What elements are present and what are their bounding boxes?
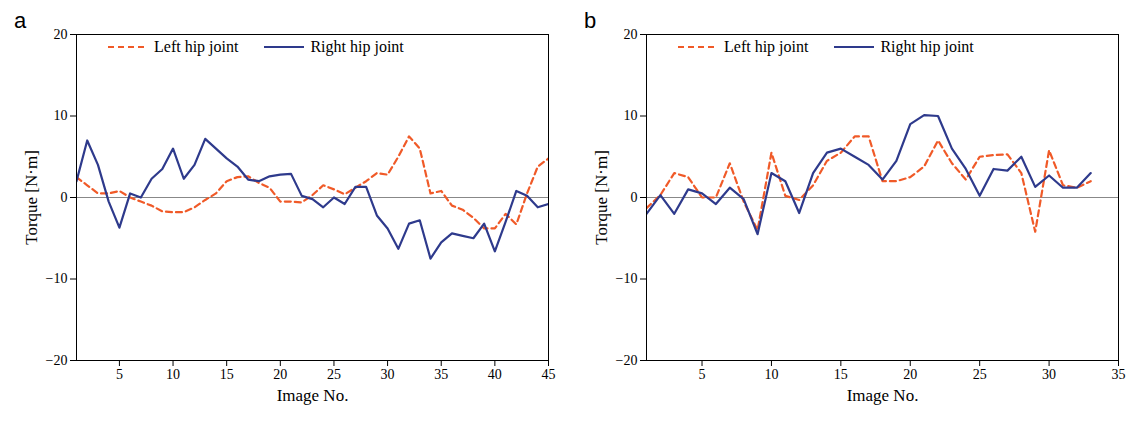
html-text:Left hip joint: Left hip joint [724,38,809,55]
svg-text:45: 45 [542,367,556,382]
svg-text:−10: −10 [616,271,638,286]
svg-text:Image No.: Image No. [847,386,919,405]
svg-text:Torque [N·m]: Torque [N·m] [22,150,41,245]
svg-text:5: 5 [699,367,706,382]
svg-text:40: 40 [488,367,502,382]
svg-text:−20: −20 [616,353,638,368]
html-text:Left hip joint: Left hip joint [154,38,239,55]
svg-text:20: 20 [54,27,68,42]
svg-text:15: 15 [834,367,848,382]
svg-text:0: 0 [61,190,68,205]
svg-text:Torque [N·m]: Torque [N·m] [592,150,611,245]
svg-text:10: 10 [54,108,68,123]
svg-text:20: 20 [624,27,638,42]
html-text:Right hip joint: Right hip joint [310,38,404,55]
svg-text:25: 25 [973,367,987,382]
svg-text:15: 15 [220,367,234,382]
svg-text:20: 20 [273,367,287,382]
svg-text:30: 30 [1042,367,1056,382]
svg-text:5: 5 [116,367,123,382]
svg-text:0: 0 [631,190,638,205]
html-text:a: a [14,8,27,33]
svg-text:10: 10 [624,108,638,123]
svg-text:−10: −10 [46,271,68,286]
svg-text:30: 30 [381,367,395,382]
svg-text:20: 20 [903,367,917,382]
svg-text:10: 10 [166,367,180,382]
svg-text:10: 10 [764,367,778,382]
svg-text:Image No.: Image No. [277,386,349,405]
svg-text:−20: −20 [46,353,68,368]
svg-text:35: 35 [434,367,448,382]
html-text:Right hip joint: Right hip joint [880,38,974,55]
svg-text:25: 25 [327,367,341,382]
svg-text:35: 35 [1112,367,1126,382]
html-text:b: b [584,8,597,33]
